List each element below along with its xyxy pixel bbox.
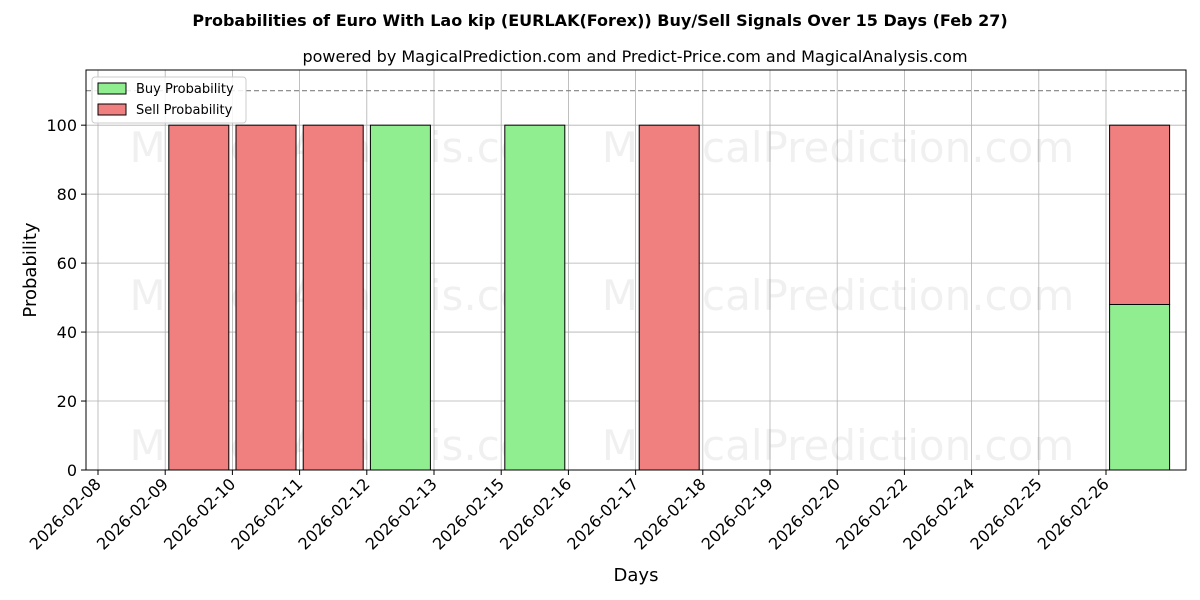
x-tick-label: 2026-02-10 xyxy=(160,474,239,553)
x-axis: 2026-02-082026-02-092026-02-102026-02-11… xyxy=(26,470,1113,554)
buy-bar xyxy=(369,124,431,471)
x-tick-label: 2026-02-22 xyxy=(832,474,911,553)
x-tick-label: 2026-02-18 xyxy=(630,474,709,553)
x-tick-label: 2026-02-24 xyxy=(899,474,978,553)
x-tick-label: 2026-02-25 xyxy=(966,474,1045,553)
sell-bar xyxy=(302,124,364,471)
chart-title: Probabilities of Euro With Lao kip (EURL… xyxy=(192,11,1007,30)
buy-bar xyxy=(504,124,566,471)
y-axis: 0 20 40 60 80 100 xyxy=(46,116,86,480)
legend-label-sell: Sell Probability xyxy=(136,103,233,118)
legend-label-buy: Buy Probability xyxy=(136,82,234,97)
legend-box xyxy=(91,76,247,124)
x-tick-label: 2026-02-11 xyxy=(227,474,306,553)
legend-swatch-sell xyxy=(97,103,127,116)
legend: Buy Probability Sell Probability xyxy=(91,76,247,124)
y-tick-label: 40 xyxy=(57,323,77,342)
y-tick-label: 60 xyxy=(57,254,77,273)
x-tick-label: 2026-02-20 xyxy=(765,474,844,553)
x-tick-label: 2026-02-19 xyxy=(698,474,777,553)
x-tick-label: 2026-02-09 xyxy=(93,474,172,553)
y-tick-label: 20 xyxy=(57,392,77,411)
x-tick-label: 2026-02-16 xyxy=(496,474,575,553)
x-tick-label: 2026-02-17 xyxy=(563,474,642,553)
sell-bar xyxy=(168,124,230,471)
sell-bar xyxy=(1109,124,1171,305)
x-tick-label: 2026-02-15 xyxy=(429,474,508,553)
y-tick-label: 80 xyxy=(57,185,77,204)
x-tick-label: 2026-02-08 xyxy=(26,474,105,553)
sell-bar xyxy=(235,124,297,471)
x-tick-label: 2026-02-26 xyxy=(1034,474,1113,553)
sell-bar xyxy=(638,124,700,471)
chart-subtitle: powered by MagicalPrediction.com and Pre… xyxy=(302,47,967,66)
x-tick-label: 2026-02-12 xyxy=(294,474,373,553)
y-tick-label: 100 xyxy=(46,116,77,135)
legend-swatch-buy xyxy=(97,82,127,95)
y-tick-label: 0 xyxy=(67,461,77,480)
x-tick-label: 2026-02-13 xyxy=(362,474,441,553)
bars xyxy=(168,124,1171,471)
x-axis-label: Days xyxy=(614,565,659,586)
y-axis-label: Probability xyxy=(20,222,41,317)
buy-bar xyxy=(1109,303,1171,471)
